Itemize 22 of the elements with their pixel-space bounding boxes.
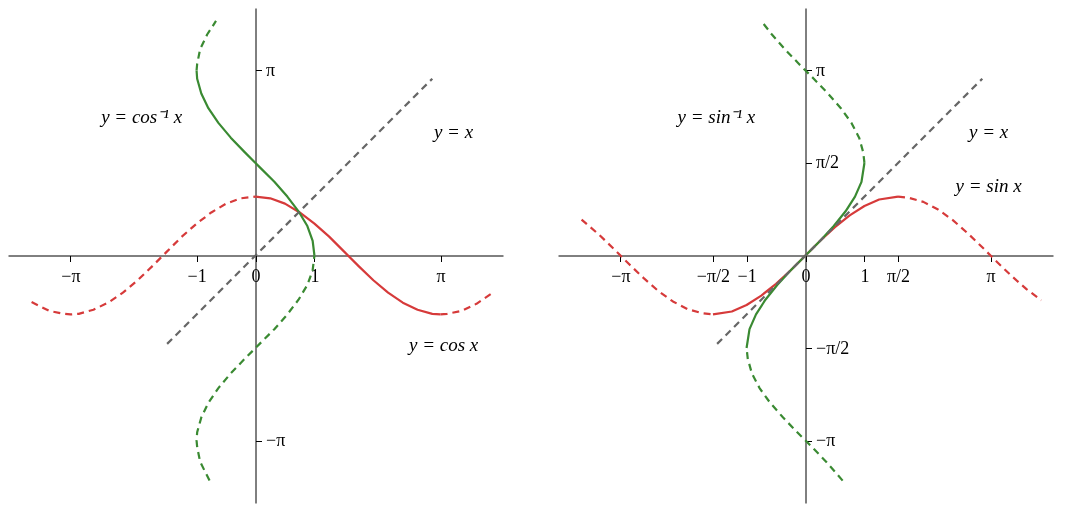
x-tick-label: 0	[251, 266, 261, 286]
x-tick-label: π	[986, 266, 996, 286]
annotation: y = sin x	[953, 175, 1023, 197]
x-tick-label: −π	[61, 266, 81, 286]
x-tick-label: 0	[801, 266, 811, 286]
x-tick-label: π/2	[887, 266, 911, 286]
x-tick-label: −1	[187, 266, 207, 286]
annotation: y = cos x	[406, 333, 479, 355]
x-tick-label: 1	[860, 266, 870, 286]
y-tick-label: π	[816, 59, 826, 80]
y-tick-label: −π	[816, 430, 836, 451]
y-tick-label: −π/2	[816, 337, 850, 358]
x-tick-label: −1	[737, 266, 757, 286]
annotation: y = x	[431, 120, 474, 142]
x-tick-label: π	[436, 266, 446, 286]
annotation: y = x	[967, 120, 1009, 142]
x-tick-label: −π	[611, 266, 631, 286]
y-tick-label: π/2	[816, 152, 840, 173]
annotation: y = cos⁻¹ x	[99, 105, 183, 127]
x-tick-label: 1	[310, 266, 320, 286]
x-tick-label: −π/2	[696, 266, 731, 286]
annotation: y = sin⁻¹ x	[675, 105, 756, 127]
